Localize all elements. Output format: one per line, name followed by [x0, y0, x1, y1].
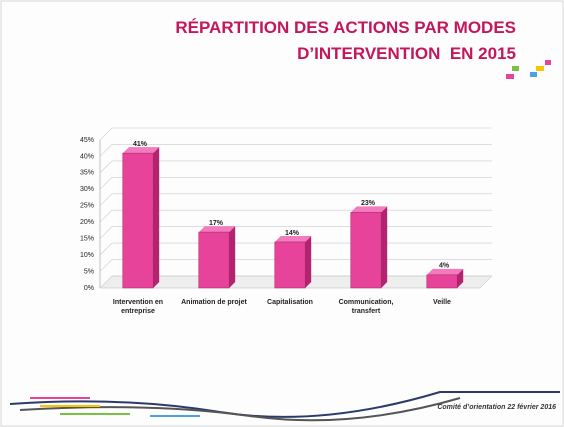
y-tick-label: 40% — [80, 153, 94, 160]
bar-side — [305, 235, 312, 288]
bar — [274, 241, 306, 289]
y-tick-label: 30% — [80, 186, 94, 193]
bar-top — [122, 147, 160, 154]
footer-decoration — [9, 391, 560, 422]
bar-top — [274, 235, 312, 242]
y-tick-label: 35% — [80, 170, 94, 177]
chart-title: RÉPARTITION DES ACTIONS PAR MODES — [175, 18, 516, 37]
bar-side — [229, 226, 236, 288]
grid-line — [99, 193, 492, 206]
y-tick-label: 15% — [80, 236, 94, 243]
bar-side — [457, 268, 464, 288]
grid-line — [99, 144, 492, 157]
y-tick-label: 5% — [84, 268, 94, 275]
grid-line — [99, 160, 492, 174]
bar-side — [381, 206, 388, 288]
bar-top — [426, 268, 464, 275]
x-tick-label: Veille — [433, 299, 451, 306]
value-label: 14% — [285, 230, 300, 237]
y-tick-label: 25% — [80, 203, 94, 210]
bar — [426, 274, 458, 289]
bar-top — [350, 206, 388, 213]
x-tick-label: Animation de projet — [181, 299, 247, 306]
bar — [198, 231, 230, 289]
y-tick-label: 45% — [80, 137, 94, 144]
value-label: 41% — [133, 141, 148, 148]
chart-title: D’INTERVENTION EN 2015 — [297, 44, 516, 63]
x-tick-label: Intervention en entreprise — [112, 299, 164, 315]
x-tick-label: Capitalisation — [267, 299, 313, 306]
footer: Comité d’orientation 22 février 2016 — [437, 404, 556, 411]
title-decoration — [506, 60, 551, 79]
value-label: 17% — [209, 220, 224, 227]
y-tick-label: 20% — [80, 219, 94, 226]
value-label: 4% — [439, 263, 450, 270]
bar — [350, 212, 382, 289]
bar-top — [198, 226, 236, 233]
y-tick-label: 0% — [84, 285, 94, 292]
value-label: 23% — [361, 200, 376, 207]
bar — [122, 152, 154, 289]
bar-side — [153, 147, 160, 288]
y-tick-label: 10% — [80, 252, 94, 259]
grid-line — [99, 127, 492, 141]
grid-line — [99, 177, 492, 190]
x-tick-label: Communication, transfert — [338, 299, 394, 315]
